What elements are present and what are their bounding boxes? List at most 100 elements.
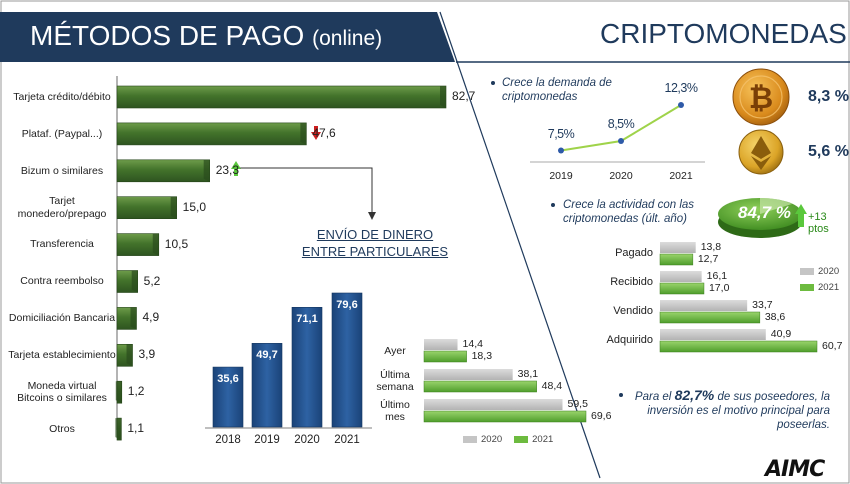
freq-bar-2020 bbox=[424, 399, 563, 410]
freq-bar-2021 bbox=[423, 380, 537, 393]
payment-bar-bevel bbox=[126, 344, 133, 367]
payment-value-label: 15,0 bbox=[182, 199, 207, 214]
demand-value-label: 12,3% bbox=[664, 81, 698, 95]
payment-bar-bevel bbox=[131, 270, 138, 293]
payment-value-label: 4,9 bbox=[142, 310, 160, 325]
activity-bar-2021 bbox=[659, 253, 694, 266]
payment-value-label: 10,5 bbox=[164, 236, 189, 251]
activity-category-label: Pagado bbox=[615, 247, 653, 259]
p2p-bar bbox=[331, 292, 363, 428]
payment-category-label: Plataf. (Paypal...) bbox=[21, 127, 103, 140]
activity-value-2020: 16,1 bbox=[706, 270, 728, 282]
activity-value-2020: 13,8 bbox=[700, 241, 722, 253]
payment-bar bbox=[116, 233, 160, 256]
payment-bar-bevel bbox=[170, 196, 177, 219]
payment-value-label: 47,6 bbox=[312, 125, 336, 140]
freq-bar-2020 bbox=[424, 339, 458, 350]
freq-legend: 2020 2021 bbox=[463, 434, 553, 445]
activity-pct: 84,7 % bbox=[738, 203, 791, 222]
demand-year-label: 2019 bbox=[549, 170, 573, 182]
arrow-up-icon bbox=[795, 204, 807, 227]
ethereum-icon bbox=[738, 129, 784, 175]
payment-bar bbox=[116, 85, 447, 109]
payment-category-label: Moneda virtual Bitcoins o similares bbox=[17, 379, 107, 405]
freq-bar-2021 bbox=[423, 410, 587, 423]
payment-category-label: Contra reembolso bbox=[20, 275, 104, 288]
activity-bar-2020 bbox=[660, 271, 702, 282]
freq-value-2020: 14,4 bbox=[462, 338, 483, 350]
demand-value-label: 8,5% bbox=[607, 117, 635, 132]
activity-bar-2020 bbox=[660, 300, 748, 311]
payment-bar-bevel bbox=[115, 381, 122, 404]
payment-bar-bevel bbox=[130, 307, 137, 330]
bitcoin-icon: ₿ bbox=[732, 68, 790, 126]
activity-category-label: Recibido bbox=[610, 276, 653, 288]
payment-bar-bevel bbox=[203, 159, 210, 182]
payment-bar-bevel bbox=[115, 418, 122, 441]
ethereum-pct: 5,6 % bbox=[808, 143, 849, 160]
activity-value-2021: 38,6 bbox=[764, 311, 786, 323]
page-title-suffix: (online) bbox=[312, 27, 383, 50]
activity-value-2021: 12,7 bbox=[697, 253, 719, 265]
payment-category-label: Domiciliación Bancaria bbox=[8, 312, 116, 325]
p2p-bar bbox=[251, 343, 283, 428]
freq-value-2021: 69,6 bbox=[591, 410, 612, 422]
activity-value-2021: 60,7 bbox=[822, 340, 843, 352]
payment-bar bbox=[116, 122, 307, 146]
section-divider bbox=[439, 11, 601, 479]
activity-bar-2021 bbox=[659, 282, 705, 295]
activity-legend: 2020 2021 bbox=[800, 264, 839, 296]
note-before: Para el bbox=[634, 391, 672, 403]
payment-value-label: 1,1 bbox=[127, 421, 145, 436]
demand-year-label: 2020 bbox=[609, 170, 633, 182]
payment-bar-bevel bbox=[152, 233, 159, 256]
payment-value-label: 82,7 bbox=[452, 89, 476, 103]
freq-category-label: Último mes bbox=[380, 399, 410, 423]
connector-line bbox=[236, 167, 373, 215]
p2p-year-label: 2021 bbox=[334, 434, 360, 446]
activity-bar-2021 bbox=[659, 311, 761, 324]
payment-category-label: Otros bbox=[49, 422, 75, 435]
bitcoin-pct: 8,3 % bbox=[808, 88, 849, 105]
p2p-value-label: 49,7 bbox=[256, 349, 278, 362]
freq-value-2020: 59,5 bbox=[567, 398, 588, 410]
p2p-year-label: 2020 bbox=[294, 434, 320, 446]
demand-year-label: 2021 bbox=[669, 170, 693, 182]
payment-bar-bevel bbox=[440, 86, 446, 108]
section-title: CRIPTOMONEDAS bbox=[600, 18, 847, 49]
bullet-dot bbox=[491, 81, 495, 85]
freq-value-2021: 48,4 bbox=[541, 380, 563, 392]
demand-point bbox=[618, 138, 624, 145]
freq-value-2020: 38,1 bbox=[517, 368, 539, 380]
demand-value-label: 7,5% bbox=[547, 126, 575, 141]
note-after: de sus poseedores, la inversión es el mo… bbox=[647, 391, 830, 431]
p2p-title: ENVÍO DE DINERO ENTRE PARTICULARES bbox=[301, 227, 449, 259]
p2p-value-label: 71,1 bbox=[296, 313, 318, 326]
demand-point bbox=[558, 147, 564, 154]
p2p-year-label: 2018 bbox=[215, 434, 241, 446]
title-band bbox=[0, 12, 455, 62]
p2p-year-label: 2019 bbox=[254, 434, 280, 446]
p2p-bar bbox=[212, 366, 244, 428]
activity-delta: +13 ptos bbox=[808, 211, 829, 235]
freq-bar-2021 bbox=[423, 350, 467, 363]
activity-value-2021: 17,0 bbox=[708, 282, 730, 294]
payment-bar bbox=[116, 159, 210, 183]
demand-point bbox=[678, 102, 684, 108]
activity-category-label: Vendido bbox=[613, 305, 653, 317]
p2p-value-label: 35,6 bbox=[217, 373, 239, 386]
investment-note: Para el 82,7% de sus poseedores, la inve… bbox=[630, 388, 830, 432]
activity-value-2020: 40,9 bbox=[770, 328, 792, 340]
activity-category-label: Adquirido bbox=[606, 334, 653, 346]
connector-arrowhead bbox=[368, 212, 376, 220]
payment-bar bbox=[116, 196, 177, 219]
bullet-dot bbox=[551, 203, 555, 207]
activity-bar-2020 bbox=[660, 329, 766, 340]
payment-category-label: Bizum o similares bbox=[20, 164, 104, 177]
demand-bullet: Crece la demanda de criptomonedas bbox=[502, 77, 612, 103]
payment-category-label: Tarjeta crédito/débito bbox=[13, 90, 111, 103]
activity-value-2020: 33,7 bbox=[752, 299, 773, 311]
bullet-dot bbox=[619, 393, 623, 397]
activity-bar-2021 bbox=[659, 340, 818, 353]
